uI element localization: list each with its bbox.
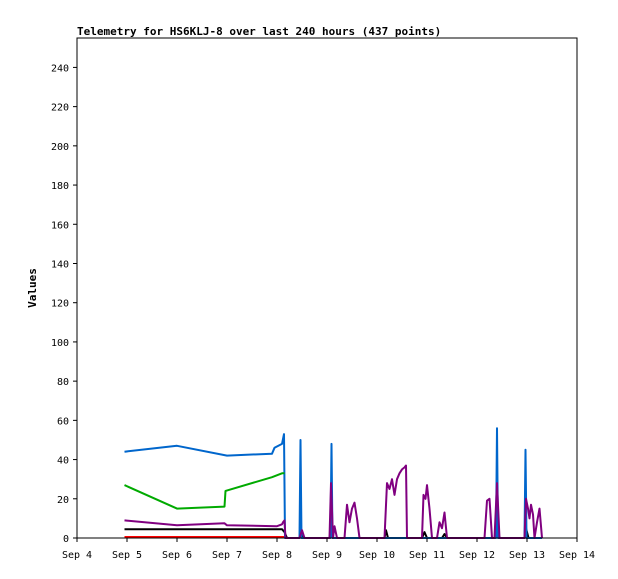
y-tick-label: 240: [51, 63, 69, 74]
y-axis-label: Values: [26, 268, 39, 308]
x-tick-label: Sep 9: [312, 550, 342, 561]
y-tick-label: 160: [51, 220, 69, 231]
x-tick-label: Sep 12: [459, 550, 495, 561]
y-axis: 0 20 40 60 80 100 120 140 160 180 200 220 240: [51, 63, 77, 545]
x-tick-label: Sep 5: [112, 550, 142, 561]
series-line: [124, 464, 543, 539]
y-tick-label: 80: [57, 377, 69, 388]
x-tick-label: Sep 13: [509, 550, 545, 561]
x-tick-label: Sep 8: [262, 550, 292, 561]
y-tick-label: 0: [63, 534, 69, 545]
y-tick-label: 120: [51, 299, 69, 310]
x-tick-label: Sep 14: [559, 550, 595, 561]
y-tick-label: 180: [51, 181, 69, 192]
x-tick-label: Sep 11: [409, 550, 445, 561]
y-tick-label: 20: [57, 495, 69, 506]
x-tick-label: Sep 10: [359, 550, 395, 561]
x-tick-label: Sep 7: [212, 550, 242, 561]
y-tick-label: 140: [51, 259, 69, 270]
y-tick-label: 40: [57, 456, 69, 467]
y-tick-label: 100: [51, 338, 69, 349]
chart-title: Telemetry for HS6KLJ-8 over last 240 hou…: [77, 25, 441, 38]
y-tick-label: 200: [51, 142, 69, 153]
y-tick-label: 60: [57, 416, 69, 427]
y-tick-label: 220: [51, 103, 69, 114]
series-line: [124, 472, 285, 510]
x-axis: Sep 4 Sep 5 Sep 6 Sep 7 Sep 8 Sep 9 Sep 10 Sep …: [62, 538, 595, 561]
x-tick-label: Sep 6: [162, 550, 192, 561]
x-tick-label: Sep 4: [62, 550, 92, 561]
